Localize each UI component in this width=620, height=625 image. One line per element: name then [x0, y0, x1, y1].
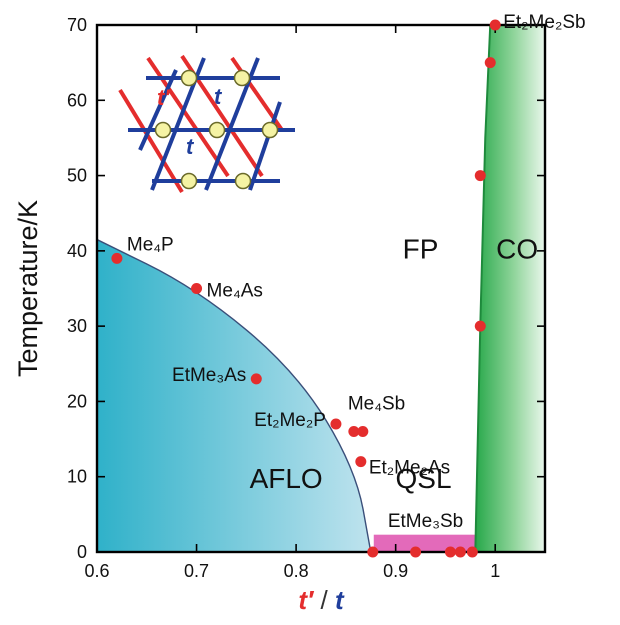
x-tick-label: 0.6: [84, 561, 109, 581]
data-point: [466, 546, 478, 558]
lattice-site: [261, 121, 279, 139]
lattice-t-bond: [138, 69, 178, 151]
y-tick-label: 60: [67, 90, 87, 110]
point-label: Me₄P: [127, 234, 174, 255]
data-point: [484, 57, 496, 69]
annotation-label: EtMe₃Sb: [388, 511, 463, 532]
lattice-site: [180, 172, 198, 190]
x-axis-label: t′ / t: [298, 585, 345, 615]
lattice-site: [208, 121, 226, 139]
x-axis-label-slash: /: [313, 585, 335, 615]
aflo-boundary-line: [96, 238, 372, 553]
data-point: [474, 170, 486, 182]
y-tick-label: 40: [67, 241, 87, 261]
x-axis-label-t: t: [335, 585, 345, 615]
data-point: [191, 283, 203, 294]
data-point: [357, 426, 369, 438]
data-point: [410, 546, 422, 558]
lattice-site: [233, 69, 251, 87]
inset-label-tprime: t′: [157, 85, 171, 110]
lattice-site: [234, 172, 252, 190]
region-label-fp: FP: [403, 233, 439, 264]
lattice-site: [180, 69, 198, 87]
data-point: [444, 546, 456, 558]
y-tick-label: 50: [67, 166, 87, 186]
lattice-inset: t′ tt: [118, 54, 295, 194]
annotation-label: Et₂Me₂As: [369, 458, 450, 479]
lattice-tprime-bond: [118, 88, 184, 194]
data-point: [348, 426, 360, 438]
x-axis-label-tprime: t′: [298, 585, 315, 615]
data-point: [330, 418, 342, 430]
point-label: Me₄As: [207, 281, 263, 302]
plot-frame: [95, 23, 547, 554]
data-point: [367, 546, 379, 558]
y-tick-label: 10: [67, 467, 87, 487]
y-axis-label: Temperature/K: [13, 200, 43, 377]
point-label: Et₂Me₂P: [254, 410, 326, 431]
data-point: [250, 373, 262, 385]
x-tick-label: 0.7: [184, 561, 209, 581]
data-point: [454, 546, 466, 558]
y-tick-label: 0: [77, 542, 87, 562]
co-boundary-line: [474, 24, 492, 553]
lattice-site: [154, 121, 172, 139]
co-region: [475, 25, 545, 552]
x-tick-label: 0.9: [383, 561, 408, 581]
data-point: [474, 320, 486, 332]
x-tick-label: 1: [490, 561, 500, 581]
data-point: [489, 19, 501, 31]
inset-label-t: t: [186, 134, 195, 159]
region-label-qsl: QSL: [396, 463, 452, 494]
region-label-aflo: AFLO: [250, 463, 323, 494]
aflo-region: [97, 239, 371, 553]
lattice-t-bond: [248, 101, 282, 191]
y-tick-label: 20: [67, 391, 87, 411]
point-label: Et₂Me₂Sb: [503, 12, 585, 33]
x-tick-label: 0.8: [284, 561, 309, 581]
region-label-co: CO: [496, 233, 538, 264]
data-point: [355, 456, 367, 468]
inset-label-t: t: [214, 84, 223, 109]
data-point: [111, 252, 123, 264]
y-tick-label: 30: [67, 316, 87, 336]
annotation-label: Me₄Sb: [348, 394, 405, 415]
y-tick-label: 70: [67, 15, 87, 35]
point-label: EtMe₃As: [172, 365, 246, 386]
